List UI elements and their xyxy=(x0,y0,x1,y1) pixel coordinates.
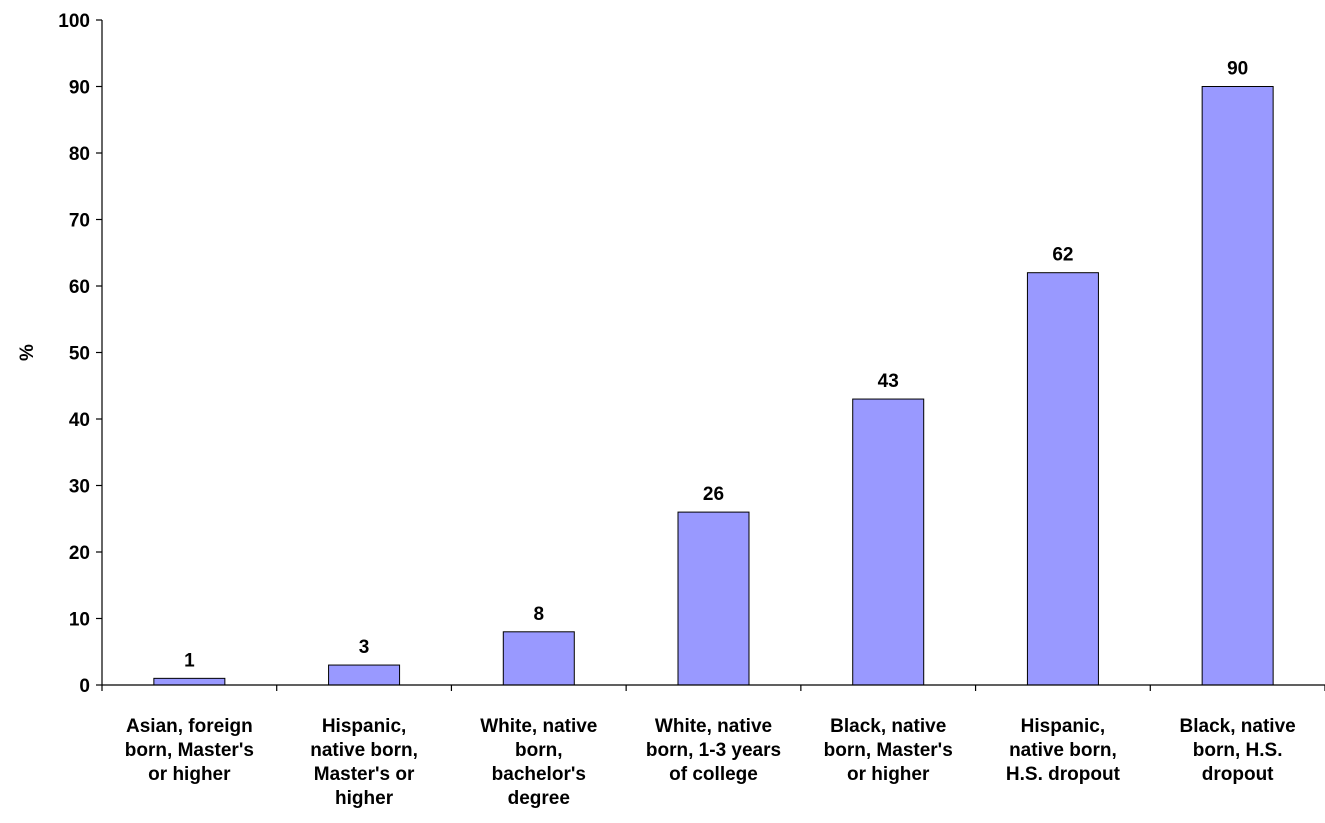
category-label: White, native born, 1-3 years of college xyxy=(646,716,781,785)
y-tick-label: 20 xyxy=(69,543,90,564)
bar xyxy=(328,664,401,686)
data-label: 1 xyxy=(184,650,195,671)
category-label-line: born, xyxy=(515,740,563,761)
y-tick-label: 40 xyxy=(69,410,90,431)
y-axis-title: % xyxy=(17,344,38,361)
category-label: White, native born, bachelor's degree xyxy=(480,716,597,809)
category-label: Hispanic, native born, Master's or higher xyxy=(310,716,418,809)
category-label-line: White, native xyxy=(480,716,597,737)
category-label-line: born, Master's xyxy=(824,740,953,761)
category-label-line: Black, native xyxy=(1180,716,1296,737)
category-label-line: degree xyxy=(508,788,570,809)
category-label: Hispanic, native born, H.S. dropout xyxy=(1006,716,1121,785)
y-tick-label: 80 xyxy=(69,144,90,165)
data-label: 8 xyxy=(533,604,544,625)
category-label-line: H.S. dropout xyxy=(1006,764,1121,785)
bar xyxy=(502,631,575,686)
x-axis-ticks xyxy=(101,685,1325,691)
bar xyxy=(1026,272,1099,686)
category-label-line: Master's or xyxy=(314,764,415,785)
bar xyxy=(852,398,925,686)
category-label-line: native born, xyxy=(310,740,418,761)
category-label-line: of college xyxy=(669,764,758,785)
y-tick-label: 100 xyxy=(58,11,90,32)
category-label-line: or higher xyxy=(148,764,231,785)
data-label: 26 xyxy=(703,484,724,505)
category-label: Black, native born, H.S. dropout xyxy=(1180,716,1296,785)
category-label-line: born, 1-3 years xyxy=(646,740,781,761)
category-label-line: Black, native xyxy=(830,716,946,737)
category-label-line: Hispanic, xyxy=(1021,716,1105,737)
category-label-line: higher xyxy=(335,788,394,809)
bar xyxy=(677,511,750,686)
data-labels: 1 3 8 26 43 62 90 xyxy=(184,59,1248,672)
data-label: 90 xyxy=(1227,59,1248,80)
bar xyxy=(1201,86,1274,686)
y-tick-label: 30 xyxy=(69,477,90,498)
data-label: 62 xyxy=(1052,245,1073,266)
data-label: 43 xyxy=(878,371,899,392)
y-axis-ticks: 0 10 20 30 40 50 60 70 80 90 100 xyxy=(58,11,102,697)
category-labels: Asian, foreign born, Master's or higher His… xyxy=(125,716,1296,809)
y-tick-label: 70 xyxy=(69,211,90,232)
y-tick-label: 50 xyxy=(69,344,90,365)
category-label-line: born, H.S. xyxy=(1193,740,1283,761)
category-label-line: born, Master's xyxy=(125,740,254,761)
bar xyxy=(153,677,226,686)
category-label: Black, native born, Master's or higher xyxy=(824,716,953,785)
bars xyxy=(153,86,1274,686)
y-tick-label: 90 xyxy=(69,78,90,99)
y-tick-label: 10 xyxy=(69,610,90,631)
data-label: 3 xyxy=(359,637,370,658)
category-label-line: Hispanic, xyxy=(322,716,406,737)
category-label-line: Asian, foreign xyxy=(126,716,253,737)
category-label-line: or higher xyxy=(847,764,930,785)
category-label-line: native born, xyxy=(1009,740,1117,761)
y-tick-label: 0 xyxy=(79,676,90,697)
y-tick-label: 60 xyxy=(69,277,90,298)
category-label-line: dropout xyxy=(1202,764,1274,785)
category-label-line: bachelor's xyxy=(492,764,586,785)
category-label-line: White, native xyxy=(655,716,772,737)
category-label: Asian, foreign born, Master's or higher xyxy=(125,716,254,785)
